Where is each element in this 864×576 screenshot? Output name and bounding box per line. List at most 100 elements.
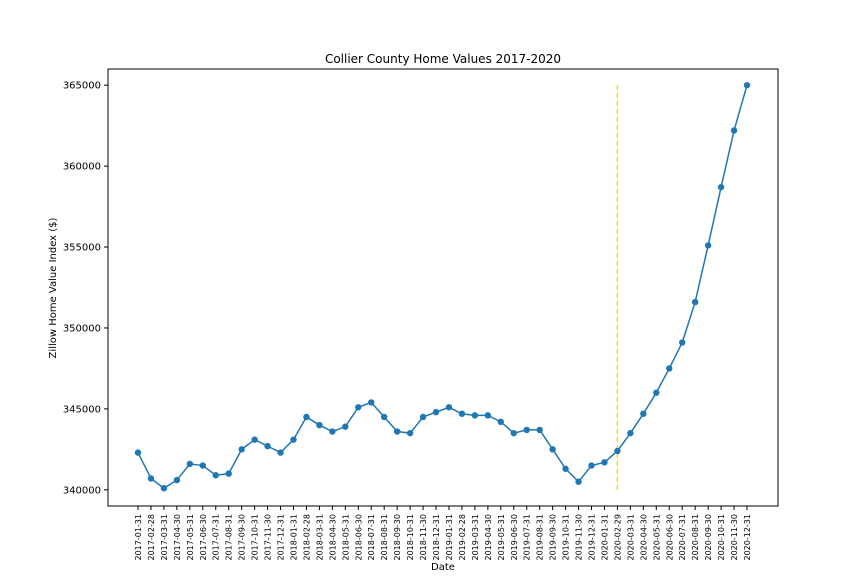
x-tick-label: 2018-02-28 [302,514,311,561]
data-point [316,421,323,429]
x-tick-label: 2020-06-30 [665,514,674,561]
x-tick-label: 2020-03-31 [626,514,635,561]
data-point [368,399,375,406]
data-point [445,404,453,411]
x-tick-label: 2018-03-31 [315,514,324,561]
x-tick-label: 2019-07-31 [523,514,532,561]
data-point [419,413,427,421]
data-point [355,404,362,411]
data-point [329,428,336,435]
x-tick-label: 2019-11-30 [575,514,584,561]
data-point [601,459,608,466]
x-tick-label: 2017-02-28 [147,514,156,561]
series-group [134,81,751,492]
x-tick-label: 2018-09-30 [393,514,402,561]
y-tick-label: 365000 [63,81,101,92]
x-tick-label: 2019-04-30 [484,514,493,561]
data-point [199,462,206,469]
x-tick-label: 2017-05-31 [186,514,195,561]
plot-area [107,68,779,507]
data-point [523,426,530,434]
x-axis-label: Date [431,562,455,573]
x-tick-label: 2018-10-31 [406,514,415,561]
data-point [303,413,310,421]
data-point [251,436,258,443]
x-tick-label: 2020-10-31 [717,514,726,561]
x-tick-label: 2019-03-31 [471,514,480,561]
data-point [290,436,297,443]
data-point [704,242,712,249]
x-tick-label: 2019-06-30 [510,514,519,561]
data-point [406,429,414,437]
x-tick-label: 2019-08-31 [536,514,545,561]
data-point [691,298,699,306]
x-tick-label: 2017-01-31 [134,514,143,561]
x-tick-label: 2020-09-30 [704,514,713,561]
data-point [186,460,194,468]
series-line [137,84,748,490]
data-point [484,412,492,419]
data-point [264,442,271,450]
data-point [588,462,595,469]
data-point [277,449,284,456]
x-tick-label: 2017-10-31 [251,514,260,561]
data-point [458,410,466,417]
data-point [717,183,725,191]
chart-title: Collier County Home Values 2017-2020 [325,52,561,66]
data-point [238,446,245,453]
x-tick-label: 2017-12-31 [277,514,286,561]
y-tick-label: 350000 [63,323,101,334]
x-tick-label: 2020-01-31 [600,514,609,561]
x-tick-label: 2020-12-31 [743,514,752,561]
x-tick-label: 2020-04-30 [639,514,648,561]
y-tick-label: 355000 [63,243,101,254]
data-point [549,446,556,453]
data-point [147,475,155,482]
data-point [342,423,349,430]
x-tick-label: 2018-01-31 [289,514,298,561]
data-point [134,449,142,456]
data-point [743,81,751,89]
y-axis-label: Zillow Home Value Index ($) [48,217,59,358]
x-tick-label: 2018-11-30 [419,514,428,561]
data-point [471,412,479,419]
x-tick-label: 2020-05-31 [652,514,661,561]
x-tick-label: 2019-02-28 [458,514,467,561]
data-point [432,408,440,416]
x-axis: 2017-01-31 2017-02-28 2017-03-31 2017-04-30… [134,506,752,561]
x-tick-label: 2018-05-31 [341,514,350,561]
data-point [510,429,517,437]
x-tick-label: 2017-06-30 [199,514,208,561]
x-tick-label: 2020-11-30 [730,514,739,561]
y-tick-label: 340000 [63,485,101,496]
data-point [575,478,582,485]
x-tick-label: 2019-12-31 [588,514,597,561]
x-tick-label: 2018-12-31 [432,514,441,561]
data-point [536,426,543,434]
data-point [627,429,634,437]
data-point [160,484,168,492]
data-point [212,472,219,479]
x-tick-label: 2020-08-31 [691,514,700,561]
x-tick-label: 2018-04-30 [328,514,337,561]
x-tick-label: 2017-07-31 [212,514,221,561]
x-tick-label: 2017-04-30 [173,514,182,561]
y-tick-label: 360000 [63,162,101,173]
data-point [679,339,686,346]
y-tick-label: 345000 [63,404,101,415]
data-point [730,127,738,134]
data-point [380,413,388,421]
data-point [393,428,401,435]
x-tick-label: 2019-10-31 [562,514,571,561]
data-point [497,418,505,426]
x-tick-label: 2017-08-31 [225,514,234,561]
x-tick-label: 2019-05-31 [497,514,506,561]
y-axis: 340000 345000 350000 355000 360000 365000 [63,81,108,496]
x-tick-label: 2018-07-31 [367,514,376,561]
data-point [666,365,673,372]
x-tick-label: 2017-03-31 [160,514,169,561]
data-point [653,389,660,396]
x-tick-label: 2018-06-30 [354,514,363,561]
data-point [225,470,232,477]
